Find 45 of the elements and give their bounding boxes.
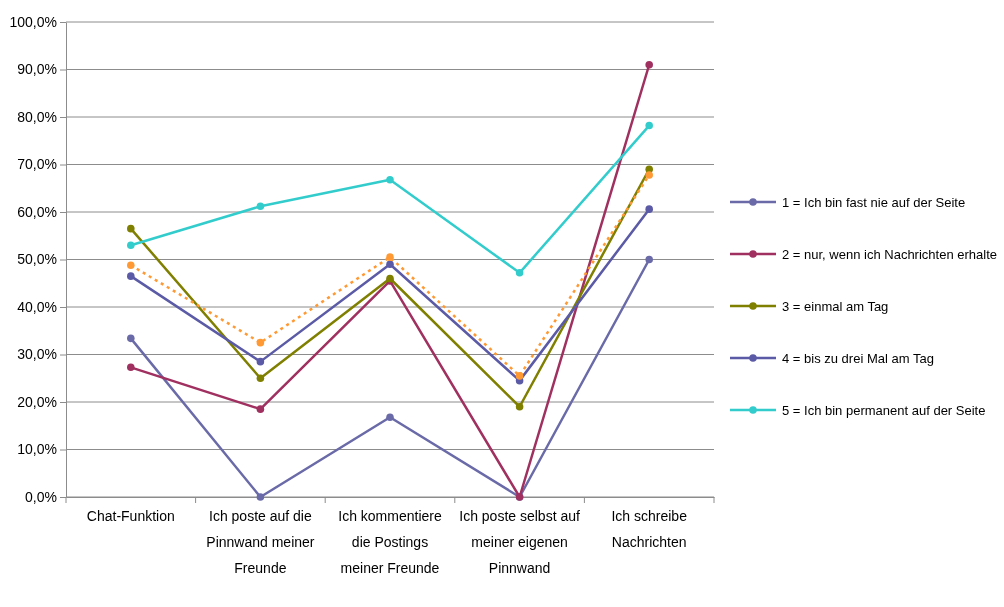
x-tick-label: Ich schreibe Nachrichten xyxy=(611,508,688,550)
point xyxy=(515,402,524,411)
point xyxy=(645,121,653,130)
point xyxy=(127,224,135,233)
point xyxy=(386,413,394,421)
y-tick-label: 50,0% xyxy=(17,251,57,268)
x-tick-label: Ich poste selbst auf meiner eigenen Pinnwand xyxy=(459,508,581,576)
legend-label: 3 = einmal am Tag xyxy=(782,299,889,314)
point xyxy=(127,241,135,250)
point xyxy=(386,253,394,261)
legend-label: 4 = bis zu drei Mal am Tag xyxy=(782,351,934,366)
y-tick-label: 0,0% xyxy=(25,488,57,505)
point xyxy=(515,269,524,277)
point xyxy=(645,205,653,213)
y-tick-label: 10,0% xyxy=(17,441,57,458)
y-tick-label: 20,0% xyxy=(17,393,57,410)
x-tick-label: Ich poste auf die Pinnwand meiner Freunde xyxy=(206,508,315,576)
y-tick-label: 100,0% xyxy=(9,13,57,30)
point xyxy=(386,260,394,269)
point xyxy=(127,334,135,343)
point xyxy=(386,175,394,184)
point xyxy=(256,493,265,501)
y-tick-label: 40,0% xyxy=(17,298,57,315)
point xyxy=(127,272,135,280)
point xyxy=(645,60,653,69)
legend-label: 1 = Ich bin fast nie auf der Seite xyxy=(782,195,966,210)
point xyxy=(256,405,265,413)
point xyxy=(256,357,265,366)
legend-label: 5 = Ich bin permanent auf der Seite xyxy=(782,403,986,418)
point xyxy=(256,338,265,347)
legend-label: 2 = nur, wenn ich Nachrichten erhalte xyxy=(782,247,997,262)
point xyxy=(515,372,524,380)
point xyxy=(645,255,653,264)
x-tick-label: Chat-Funktion xyxy=(86,508,175,524)
y-tick-label: 80,0% xyxy=(17,108,57,125)
point xyxy=(127,261,135,269)
y-tick-label: 30,0% xyxy=(17,346,57,363)
y-tick-label: 60,0% xyxy=(17,203,57,220)
point xyxy=(256,202,265,211)
point xyxy=(256,374,265,383)
point xyxy=(645,171,653,179)
y-tick-label: 70,0% xyxy=(17,156,57,173)
point xyxy=(127,363,135,372)
x-tick-label: Ich kommentiere die Postings meiner Freunde xyxy=(338,508,442,576)
y-tick-label: 90,0% xyxy=(17,61,57,78)
